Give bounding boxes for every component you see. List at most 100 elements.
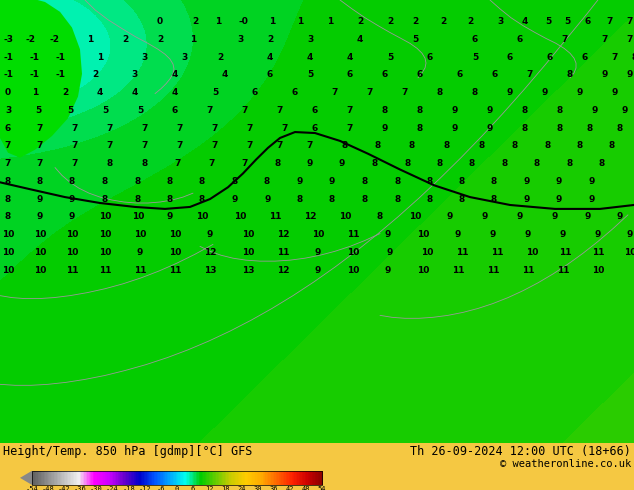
Bar xyxy=(203,471,205,485)
Bar xyxy=(271,471,273,485)
Text: 8: 8 xyxy=(522,106,528,115)
Text: 9: 9 xyxy=(517,212,523,221)
Bar xyxy=(168,471,171,485)
Bar xyxy=(197,471,199,485)
Bar xyxy=(139,471,141,485)
Text: -12: -12 xyxy=(138,487,151,490)
Bar xyxy=(61,471,63,485)
Bar xyxy=(193,471,195,485)
Bar xyxy=(81,471,83,485)
Text: 9: 9 xyxy=(585,212,591,221)
Text: 11: 11 xyxy=(456,248,469,257)
Bar xyxy=(301,471,302,485)
Text: 0: 0 xyxy=(157,17,163,26)
Text: 2: 2 xyxy=(122,35,128,44)
Text: 10: 10 xyxy=(242,230,254,239)
Text: 10: 10 xyxy=(624,248,634,257)
Bar xyxy=(267,471,269,485)
Bar xyxy=(83,471,85,485)
Text: 7: 7 xyxy=(37,141,43,150)
Bar xyxy=(266,471,268,485)
Text: 6: 6 xyxy=(492,71,498,79)
Bar xyxy=(150,471,152,485)
Text: 9: 9 xyxy=(265,195,271,203)
Bar xyxy=(312,471,314,485)
Text: 10: 10 xyxy=(134,230,146,239)
Bar xyxy=(318,471,320,485)
Text: 8: 8 xyxy=(587,123,593,133)
Text: 8: 8 xyxy=(199,177,205,186)
Bar xyxy=(84,471,86,485)
Text: 8: 8 xyxy=(37,177,43,186)
Text: Height/Temp. 850 hPa [gdmp][°C] GFS: Height/Temp. 850 hPa [gdmp][°C] GFS xyxy=(3,445,252,459)
Text: 7: 7 xyxy=(281,123,288,133)
Bar xyxy=(177,471,179,485)
Text: 7: 7 xyxy=(177,141,183,150)
Bar xyxy=(174,471,176,485)
Text: -2: -2 xyxy=(50,35,60,44)
Text: 7: 7 xyxy=(527,71,533,79)
Bar xyxy=(210,471,212,485)
Bar xyxy=(230,471,231,485)
Bar xyxy=(38,471,40,485)
Text: 8: 8 xyxy=(69,177,75,186)
Bar xyxy=(107,471,109,485)
Bar xyxy=(273,471,275,485)
Bar xyxy=(286,471,288,485)
Bar xyxy=(158,471,160,485)
Text: 2: 2 xyxy=(387,17,393,26)
Text: 10: 10 xyxy=(196,212,208,221)
Bar xyxy=(287,471,289,485)
Text: 4: 4 xyxy=(307,52,313,62)
Bar xyxy=(250,471,252,485)
Bar xyxy=(186,471,188,485)
Bar xyxy=(268,471,270,485)
Text: 6: 6 xyxy=(417,71,423,79)
Bar xyxy=(75,471,77,485)
Text: 12: 12 xyxy=(304,212,316,221)
Bar xyxy=(90,471,92,485)
Bar xyxy=(293,471,295,485)
Text: 3: 3 xyxy=(237,35,243,44)
Bar xyxy=(188,471,191,485)
Text: 8: 8 xyxy=(427,195,433,203)
Text: 2: 2 xyxy=(217,52,223,62)
Text: 8: 8 xyxy=(102,195,108,203)
Bar xyxy=(205,471,207,485)
Bar xyxy=(170,471,172,485)
Text: 3: 3 xyxy=(5,106,11,115)
Text: 9: 9 xyxy=(297,177,303,186)
Bar xyxy=(51,471,53,485)
Text: 7: 7 xyxy=(37,159,43,168)
Text: 8: 8 xyxy=(167,195,173,203)
Polygon shape xyxy=(0,0,82,158)
Text: 7: 7 xyxy=(242,159,248,168)
Text: -1: -1 xyxy=(30,71,40,79)
Bar xyxy=(110,471,112,485)
Text: 9: 9 xyxy=(452,106,458,115)
Bar xyxy=(113,471,115,485)
Bar xyxy=(54,471,56,485)
Bar xyxy=(71,471,73,485)
Text: 9: 9 xyxy=(207,230,213,239)
Bar xyxy=(232,471,234,485)
Text: 2: 2 xyxy=(412,17,418,26)
Text: 8: 8 xyxy=(275,159,281,168)
Text: 12: 12 xyxy=(277,230,289,239)
Text: 6: 6 xyxy=(457,71,463,79)
Bar xyxy=(112,471,113,485)
Text: 7: 7 xyxy=(72,159,78,168)
Bar xyxy=(86,471,87,485)
Text: 5: 5 xyxy=(545,17,551,26)
Text: 11: 11 xyxy=(347,230,359,239)
Text: 11: 11 xyxy=(134,266,146,274)
Text: 10: 10 xyxy=(312,230,324,239)
Text: 8: 8 xyxy=(102,177,108,186)
Bar xyxy=(209,471,211,485)
Bar xyxy=(247,471,249,485)
Text: 1: 1 xyxy=(87,35,93,44)
Text: 11: 11 xyxy=(452,266,464,274)
Bar xyxy=(151,471,153,485)
Bar xyxy=(146,471,148,485)
Bar xyxy=(309,471,311,485)
